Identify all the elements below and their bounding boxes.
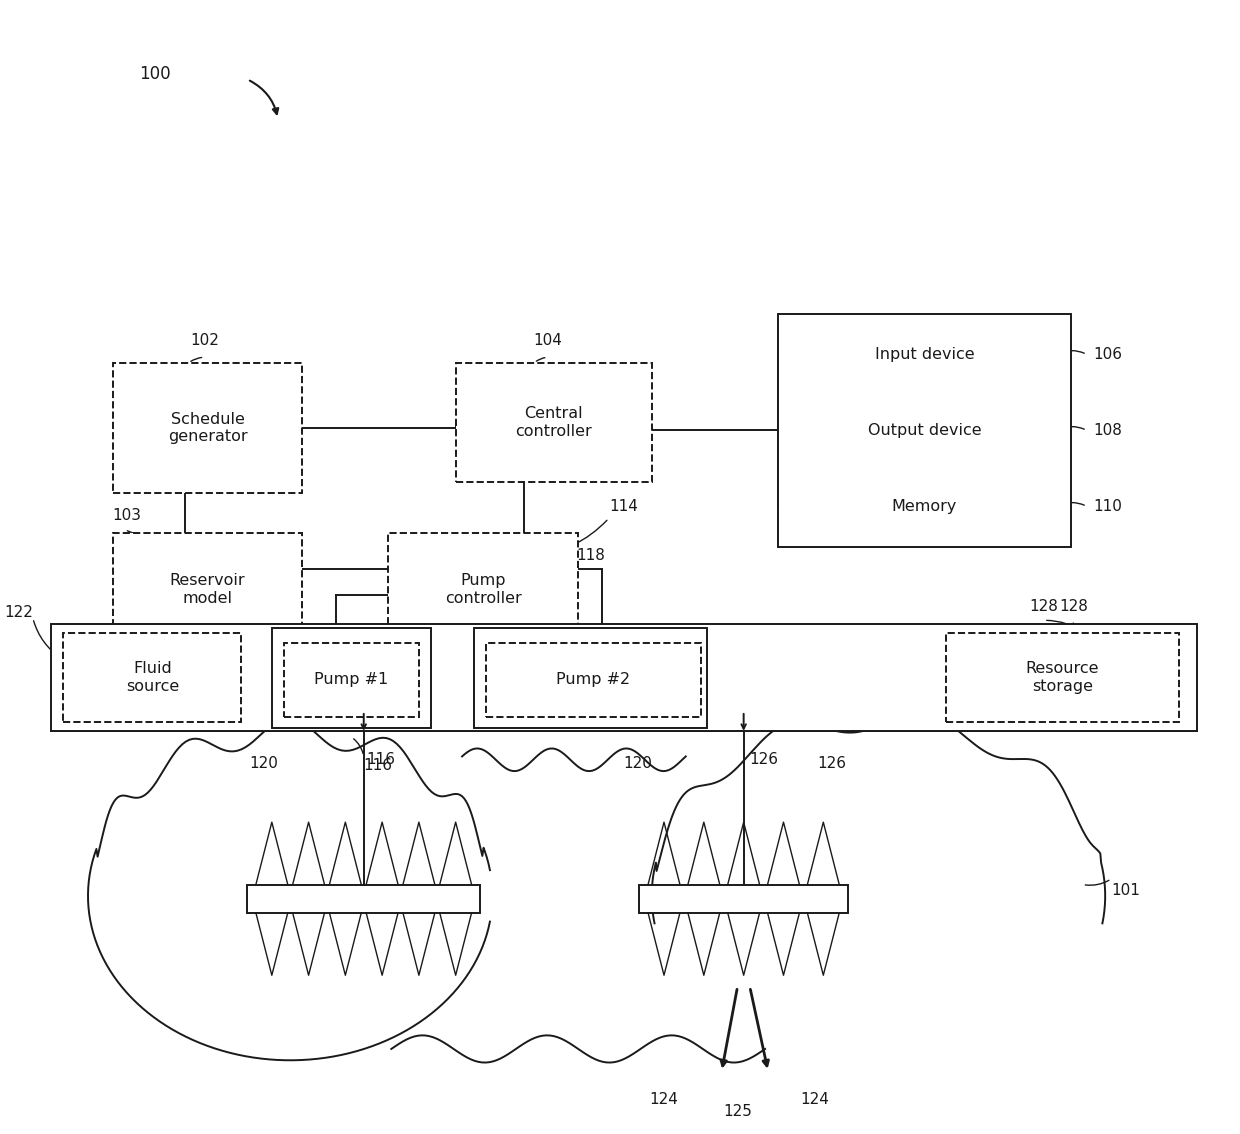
FancyBboxPatch shape	[474, 628, 707, 728]
Text: 128: 128	[1059, 599, 1089, 615]
FancyBboxPatch shape	[113, 363, 303, 493]
Text: Memory: Memory	[892, 499, 957, 514]
Text: Reservoir
model: Reservoir model	[170, 574, 246, 606]
Text: 116: 116	[363, 758, 393, 773]
Text: 120: 120	[622, 755, 652, 771]
Text: 116: 116	[366, 752, 396, 768]
FancyBboxPatch shape	[284, 643, 419, 717]
Text: 126: 126	[817, 755, 846, 771]
FancyBboxPatch shape	[63, 633, 242, 722]
Text: Resource
storage: Resource storage	[1025, 661, 1099, 694]
Text: 126: 126	[750, 752, 779, 768]
Text: 124: 124	[650, 1092, 678, 1108]
Text: Central
controller: Central controller	[516, 406, 591, 439]
Text: Pump #2: Pump #2	[557, 672, 631, 687]
Text: 120: 120	[249, 755, 278, 771]
Text: 110: 110	[1092, 499, 1122, 514]
Text: Output device: Output device	[868, 423, 981, 438]
FancyBboxPatch shape	[247, 885, 480, 913]
Text: 102: 102	[190, 332, 218, 348]
Ellipse shape	[88, 731, 492, 1060]
FancyBboxPatch shape	[113, 533, 303, 646]
Text: Fluid
source: Fluid source	[125, 661, 179, 694]
FancyBboxPatch shape	[388, 533, 578, 646]
FancyBboxPatch shape	[486, 643, 701, 717]
Text: 125: 125	[723, 1103, 751, 1119]
FancyBboxPatch shape	[640, 885, 848, 913]
Text: Input device: Input device	[874, 347, 975, 362]
Text: 108: 108	[1092, 423, 1122, 438]
Text: Pump
controller: Pump controller	[445, 574, 522, 606]
Text: 124: 124	[800, 1092, 830, 1108]
Polygon shape	[290, 754, 878, 1038]
Text: 103: 103	[113, 508, 141, 524]
Text: 106: 106	[1092, 347, 1122, 362]
Text: Schedule
generator: Schedule generator	[167, 412, 247, 445]
Text: 100: 100	[140, 65, 171, 83]
FancyBboxPatch shape	[777, 314, 1071, 547]
Text: 128: 128	[1029, 599, 1059, 615]
FancyBboxPatch shape	[272, 628, 432, 728]
FancyBboxPatch shape	[792, 323, 1056, 386]
FancyBboxPatch shape	[455, 363, 652, 482]
Text: 118: 118	[577, 548, 605, 564]
Ellipse shape	[652, 720, 1105, 1072]
FancyBboxPatch shape	[792, 399, 1056, 462]
Text: 122: 122	[4, 604, 32, 620]
Text: 104: 104	[533, 332, 562, 348]
FancyBboxPatch shape	[792, 475, 1056, 538]
FancyBboxPatch shape	[946, 633, 1179, 722]
Text: 114: 114	[609, 499, 637, 515]
FancyBboxPatch shape	[51, 624, 1197, 731]
Text: Pump #1: Pump #1	[315, 672, 388, 687]
Text: 101: 101	[1111, 882, 1141, 898]
